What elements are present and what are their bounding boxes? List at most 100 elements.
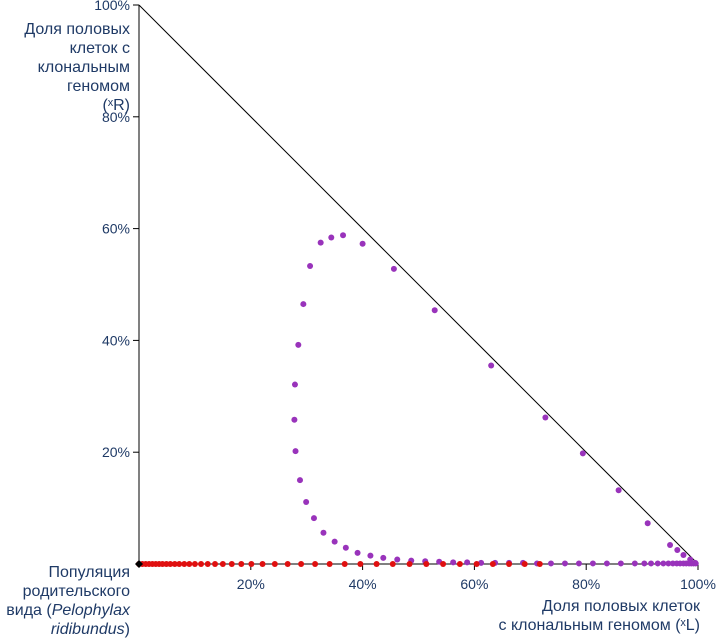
axes xyxy=(138,4,699,565)
purple-data-point xyxy=(300,301,307,308)
x-tick-label: 100% xyxy=(680,576,716,592)
y-tick-label: 60% xyxy=(102,221,130,237)
purple-data-point xyxy=(589,560,596,567)
red-data-point xyxy=(191,561,198,567)
x-tick-label: 20% xyxy=(237,576,265,592)
origin-label-text: ) xyxy=(124,621,130,638)
x-axis-label: Доля половых клеток с клональным геномом… xyxy=(430,597,701,635)
y-axis-label-line: клеток с xyxy=(69,40,130,57)
red-data-point xyxy=(373,561,380,567)
y-tick-label: 80% xyxy=(102,109,130,125)
red-data-point xyxy=(536,561,543,567)
purple-data-point xyxy=(394,556,401,563)
purple-data-point xyxy=(367,552,374,559)
red-data-point xyxy=(176,561,183,567)
origin-marker xyxy=(135,560,143,568)
purple-data-point xyxy=(310,515,317,522)
purple-data-point xyxy=(354,549,361,556)
red-data-point xyxy=(238,561,245,567)
purple-data-point xyxy=(296,477,303,484)
purple-data-point xyxy=(291,416,298,423)
y-axis-label-line: Доля половых xyxy=(24,21,130,38)
purple-data-point xyxy=(575,560,582,567)
purple-data-point xyxy=(641,560,648,567)
purple-data-point xyxy=(561,560,568,567)
x-tick-label: 40% xyxy=(349,576,377,592)
purple-data-point xyxy=(291,381,298,388)
x-tick-label: 60% xyxy=(460,576,488,592)
purple-data-point xyxy=(295,341,302,348)
red-data-point xyxy=(298,561,305,567)
y-axis-label-line: геномом xyxy=(66,78,130,95)
data-points xyxy=(135,232,699,568)
origin-label-line: вида (Pelophylax xyxy=(0,601,130,620)
y-axis-label-line: (ˣR) xyxy=(102,97,130,114)
purple-data-point xyxy=(660,560,667,567)
y-axis-label: Доля половых клеток с клональным геномом… xyxy=(0,20,130,115)
purple-data-point xyxy=(654,560,661,567)
purple-data-point xyxy=(488,362,495,369)
x-axis-label-line: с клональным геномом (ˣL) xyxy=(498,617,701,634)
purple-data-point xyxy=(380,554,387,561)
red-data-point xyxy=(228,561,235,567)
purple-data-point xyxy=(665,560,672,567)
species-name-epithet: ridibundus xyxy=(50,621,125,638)
red-data-point xyxy=(181,561,188,567)
purple-data-point xyxy=(342,544,349,551)
purple-data-point xyxy=(292,448,299,455)
red-data-point xyxy=(406,561,413,567)
red-data-point xyxy=(440,561,447,567)
purple-data-point xyxy=(603,560,610,567)
purple-data-point xyxy=(328,234,335,241)
purple-data-point xyxy=(547,560,554,567)
red-data-point xyxy=(271,561,278,567)
red-data-point xyxy=(456,561,463,567)
red-data-point xyxy=(284,561,291,567)
red-data-point xyxy=(521,561,528,567)
purple-data-point xyxy=(579,450,586,457)
red-data-point xyxy=(506,561,513,567)
y-ticks: 20% 40% 60% 80% 100% xyxy=(94,0,139,460)
red-data-point xyxy=(186,561,193,567)
diagonal-line xyxy=(138,4,699,565)
red-data-point xyxy=(489,561,496,567)
red-data-point xyxy=(248,561,255,567)
red-data-point xyxy=(312,561,319,567)
y-axis-label-line: клональным xyxy=(37,59,130,76)
x-ticks: 20% 40% 60% 80% 100% xyxy=(237,564,716,592)
purple-data-point xyxy=(692,559,699,566)
purple-data-point xyxy=(307,263,314,270)
purple-data-point xyxy=(648,560,655,567)
origin-label-line: ridibundus) xyxy=(0,620,130,639)
purple-data-point xyxy=(687,556,694,563)
origin-label-line: Популяция xyxy=(48,564,130,581)
red-data-point xyxy=(326,561,333,567)
purple-data-point xyxy=(464,559,471,566)
x-tick-label: 80% xyxy=(572,576,600,592)
purple-data-point xyxy=(340,232,347,239)
red-data-point xyxy=(167,561,174,567)
purple-data-point xyxy=(317,239,324,246)
red-data-point xyxy=(198,561,205,567)
purple-data-point xyxy=(542,414,549,421)
red-data-point xyxy=(389,561,396,567)
origin-label: Популяция родительского вида (Pelophylax… xyxy=(0,563,130,639)
x-axis-label-line: Доля половых клеток xyxy=(541,598,700,615)
purple-data-point xyxy=(667,541,674,548)
purple-data-point xyxy=(303,498,310,505)
purple-data-point xyxy=(680,552,687,559)
purple-data-point xyxy=(615,487,622,494)
purple-data-point xyxy=(450,559,457,566)
purple-data-point xyxy=(617,560,624,567)
origin-label-text: вида ( xyxy=(6,602,52,619)
purple-data-point xyxy=(431,307,438,314)
species-name-genus: Pelophylax xyxy=(51,602,130,619)
purple-data-point xyxy=(320,529,327,536)
red-data-point xyxy=(473,561,480,567)
purple-data-point xyxy=(390,265,397,272)
purple-data-point xyxy=(644,520,651,527)
red-data-point xyxy=(204,561,211,567)
red-data-point xyxy=(341,561,348,567)
y-tick-label: 40% xyxy=(102,332,130,348)
